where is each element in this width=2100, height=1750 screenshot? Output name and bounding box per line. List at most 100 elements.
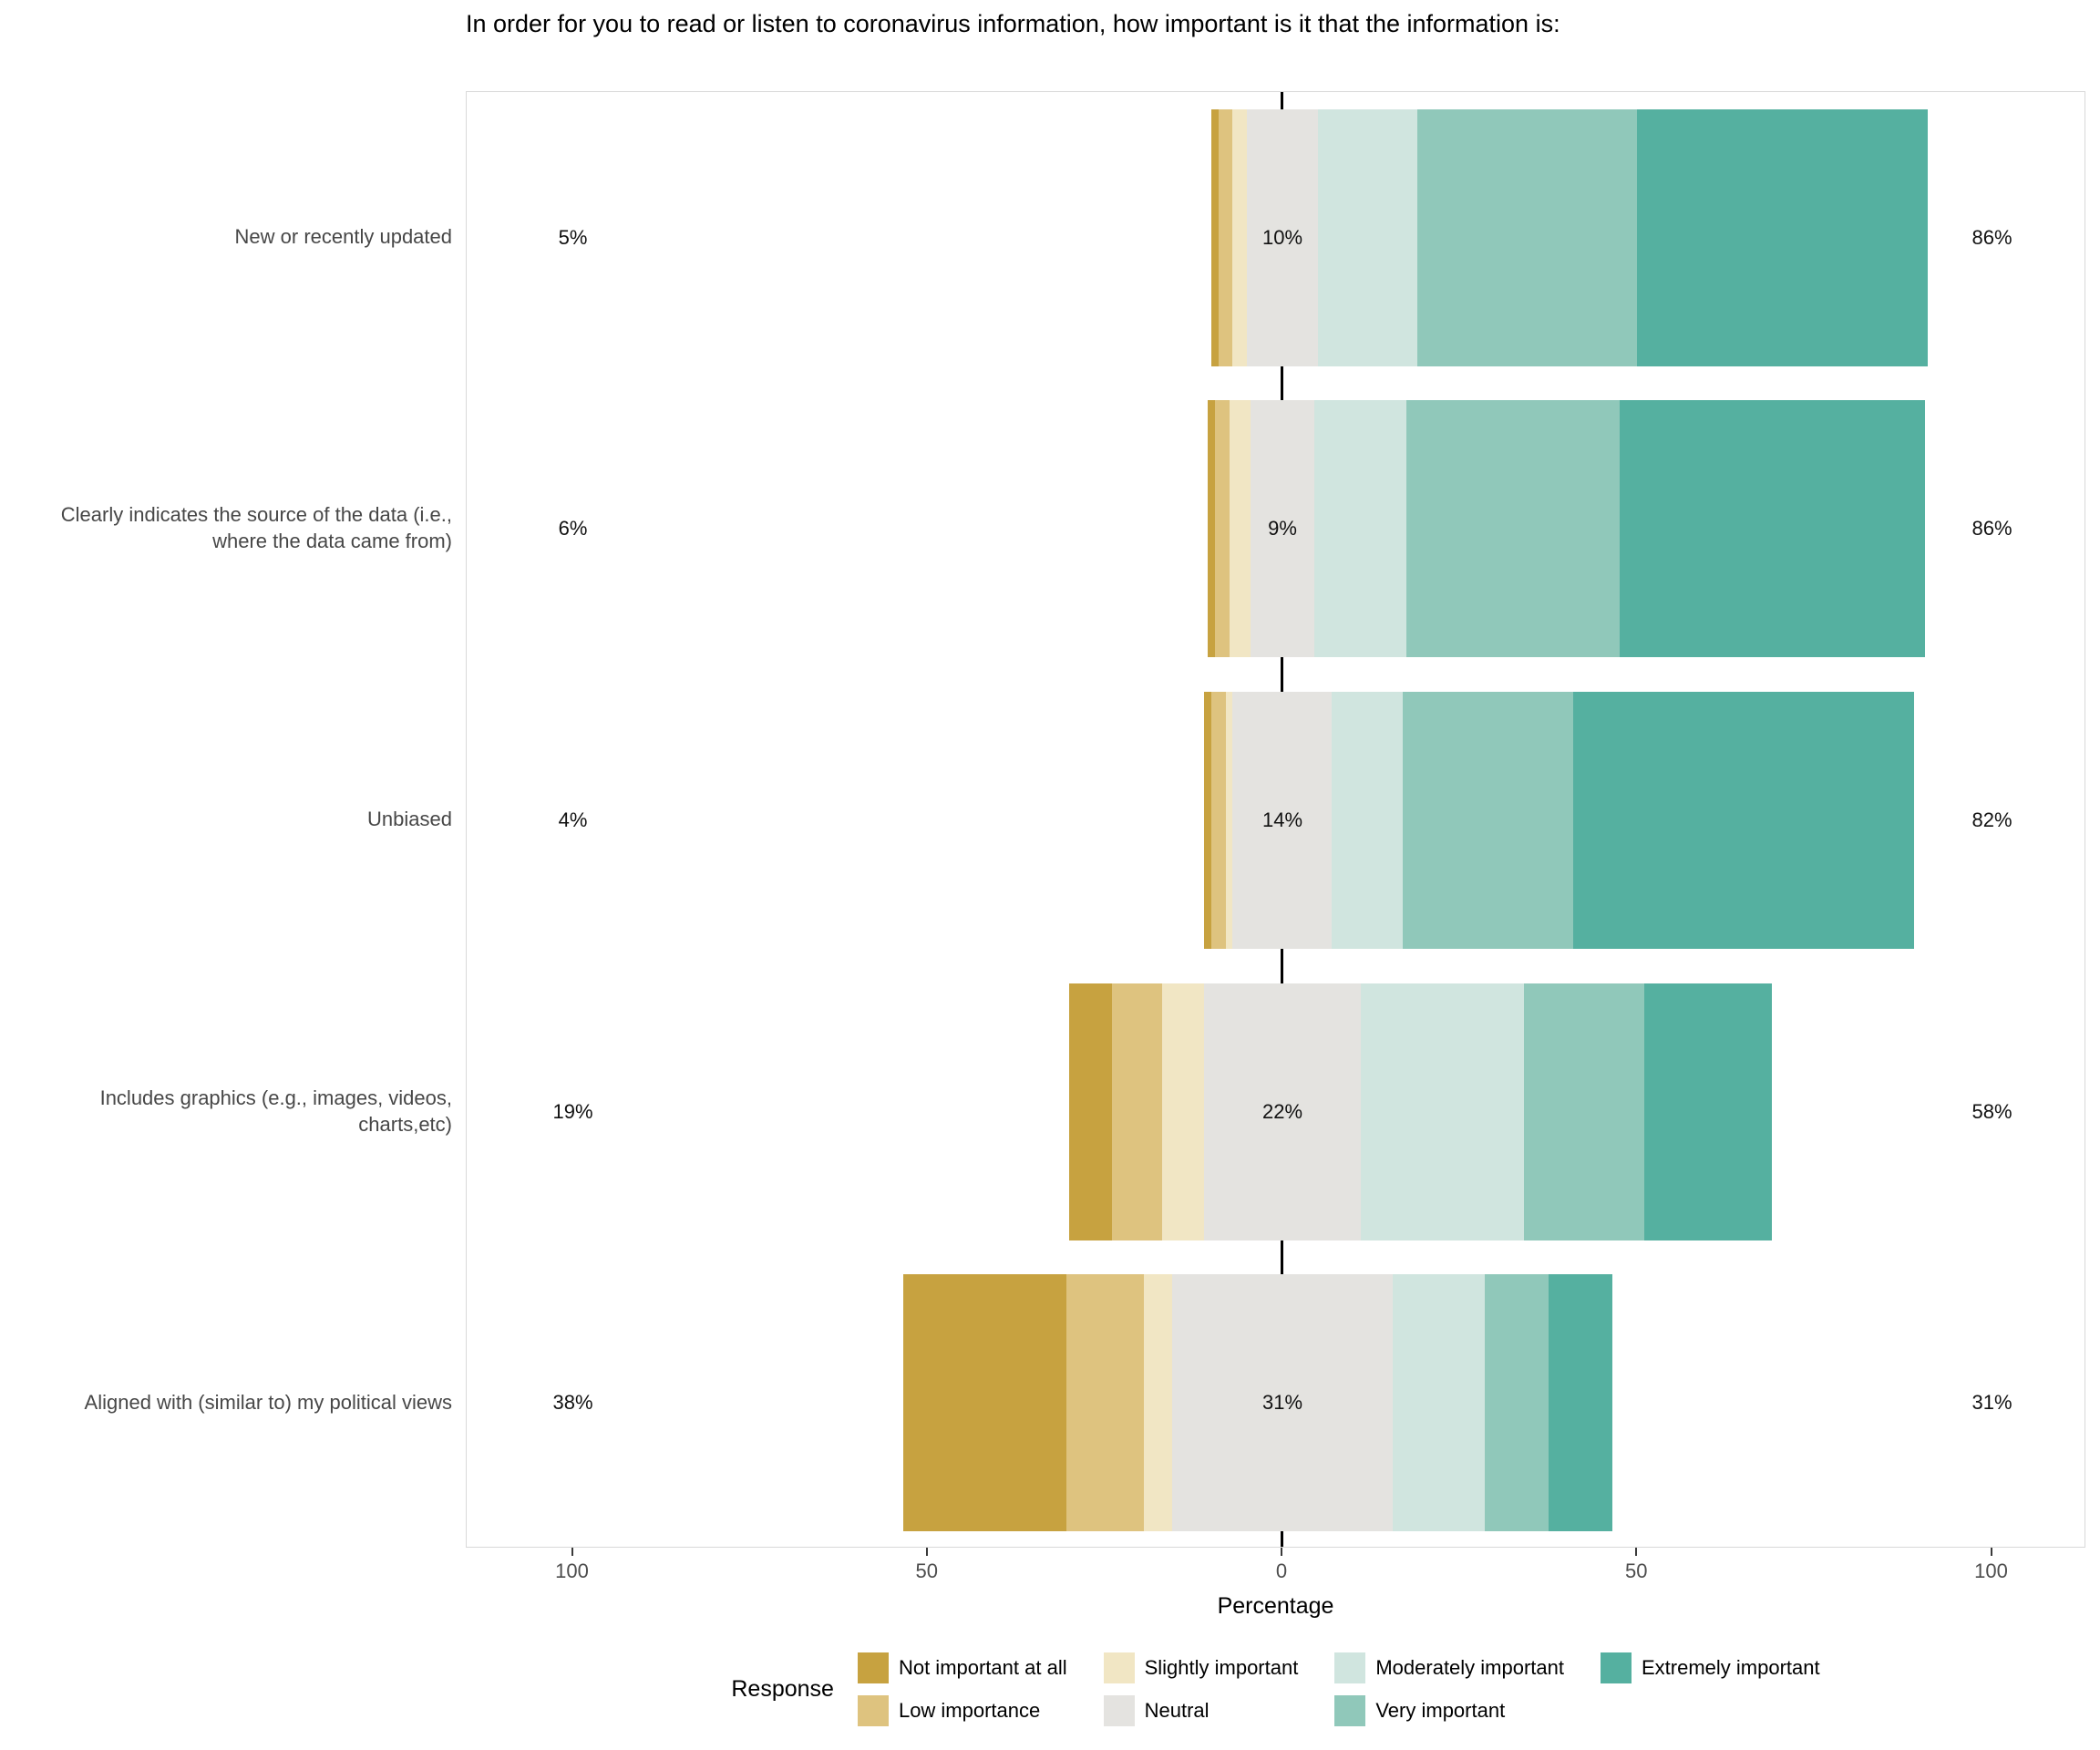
pct-low-label: 6% <box>558 517 588 540</box>
bar-row-4 <box>1069 983 1773 1240</box>
legend-item: Moderately important <box>1334 1652 1564 1683</box>
pct-high-label: 86% <box>1971 517 2012 540</box>
bar-row-1 <box>1211 108 1929 366</box>
x-tick-label: 0 <box>1275 1560 1288 1582</box>
legend-swatch-icon <box>857 1652 889 1683</box>
pct-low-label: 38% <box>552 1391 593 1415</box>
category-label: Aligned with (similar to) my political v… <box>84 1390 452 1414</box>
legend-items: Not important at all Low importance Slight… <box>857 1646 1820 1732</box>
bar-segment <box>902 1274 1066 1532</box>
x-axis: 100 50 0 50 100 <box>466 1548 2085 1593</box>
pct-high-label: 31% <box>1971 1391 2012 1415</box>
pct-high-label: 58% <box>1971 1099 2012 1123</box>
bar-segment <box>1211 692 1226 949</box>
plot-panel: 5% 10% 86% 6% 9% 86% 4% 14% 82% 19% 22% 58% 38% 31% 31… <box>466 91 2085 1548</box>
pct-neutral-label: 22% <box>1261 1099 1303 1123</box>
category-label: Includes graphics (e.g., images, videos,… <box>99 1086 452 1136</box>
legend-item-label: Very important <box>1375 1698 1506 1722</box>
bar-segment <box>1225 692 1233 949</box>
pct-neutral-label: 9% <box>1268 517 1297 540</box>
legend-item: Not important at all <box>857 1652 1067 1683</box>
bar-segment <box>1069 983 1113 1240</box>
bar-segment <box>1232 692 1333 949</box>
bar-segment <box>1172 1274 1393 1532</box>
legend-swatch-icon <box>1334 1694 1366 1726</box>
x-axis-title: Percentage <box>1217 1593 1334 1619</box>
bar-segment <box>1548 1274 1612 1532</box>
legend-item-label: Not important at all <box>898 1655 1067 1679</box>
bar-row-5 <box>902 1274 1613 1532</box>
bar-segment <box>1317 108 1417 366</box>
pct-neutral-label: 14% <box>1261 808 1303 831</box>
chart-title: In order for you to read or listen to co… <box>466 10 1560 37</box>
pct-neutral-label: 31% <box>1261 1391 1303 1415</box>
bars-layer: 5% 10% 86% 6% 9% 86% 4% 14% 82% 19% 22% 58% 38% 31% 31… <box>467 92 2085 1547</box>
legend-item: Low importance <box>857 1694 1067 1726</box>
bar-segment <box>1144 1274 1173 1532</box>
bar-segment <box>1112 983 1162 1240</box>
bar-segment <box>1065 1274 1145 1532</box>
bar-segment <box>1218 108 1233 366</box>
pct-high-label: 82% <box>1971 808 2012 831</box>
bar-segment <box>1484 1274 1549 1532</box>
bar-segment <box>1573 692 1914 949</box>
bar-segment <box>1161 983 1205 1240</box>
legend-title: Response <box>731 1675 834 1702</box>
bar-segment <box>1643 983 1773 1240</box>
bar-segment <box>1406 400 1620 658</box>
bar-segment <box>1232 108 1248 366</box>
legend-item: Neutral <box>1103 1694 1299 1726</box>
legend-swatch-icon <box>1334 1652 1366 1683</box>
bar-segment <box>1637 108 1929 366</box>
pct-low-label: 19% <box>552 1099 593 1123</box>
pct-low-label: 4% <box>558 808 588 831</box>
x-tick-mark <box>1635 1548 1638 1556</box>
category-labels: New or recently updated Clearly indicates… <box>0 91 452 1548</box>
bar-segment <box>1204 692 1212 949</box>
bar-segment <box>1332 692 1404 949</box>
bar-segment <box>1250 400 1314 658</box>
legend-item-label: Moderately important <box>1375 1655 1564 1679</box>
bar-segment <box>1314 400 1407 658</box>
x-tick-label: 100 <box>1974 1560 2008 1582</box>
legend-item: Slightly important <box>1103 1652 1299 1683</box>
legend-swatch-icon <box>1103 1694 1135 1726</box>
bar-segment <box>1360 983 1524 1240</box>
legend-item: Extremely important <box>1601 1652 1820 1683</box>
bar-row-2 <box>1208 400 1925 658</box>
bar-row-3 <box>1204 692 1914 949</box>
x-tick-mark <box>1990 1548 1992 1556</box>
legend-item-label: Low importance <box>898 1698 1041 1722</box>
legend-item: Very important <box>1334 1694 1564 1726</box>
category-label: Unbiased <box>367 808 452 831</box>
legend-swatch-icon <box>857 1694 889 1726</box>
bar-segment <box>1229 400 1251 658</box>
bar-segment <box>1204 983 1361 1240</box>
pct-high-label: 86% <box>1971 225 2012 249</box>
bar-segment <box>1392 1274 1485 1532</box>
legend-item-label: Extremely important <box>1642 1655 1820 1679</box>
bar-segment <box>1208 400 1216 658</box>
x-tick-label: 100 <box>555 1560 589 1582</box>
legend-swatch-icon <box>1601 1652 1632 1683</box>
x-tick-label: 50 <box>1625 1560 1648 1582</box>
legend: Response Not important at all Low importa… <box>466 1646 2085 1732</box>
pct-neutral-label: 10% <box>1261 225 1303 249</box>
category-label: Clearly indicates the source of the data… <box>60 503 452 553</box>
category-label: New or recently updated <box>234 225 452 249</box>
x-tick-mark <box>1281 1548 1282 1556</box>
bar-segment <box>1523 983 1644 1240</box>
legend-item-label: Slightly important <box>1144 1655 1299 1679</box>
pct-low-label: 5% <box>558 225 588 249</box>
bar-segment <box>1416 108 1638 366</box>
bar-segment <box>1247 108 1318 366</box>
bar-segment <box>1619 400 1925 658</box>
x-tick-label: 50 <box>915 1560 938 1582</box>
x-tick-mark <box>925 1548 928 1556</box>
x-tick-mark <box>571 1548 573 1556</box>
bar-segment <box>1403 692 1574 949</box>
bar-segment <box>1215 400 1230 658</box>
bar-segment <box>1211 108 1219 366</box>
legend-item-label: Neutral <box>1144 1698 1210 1722</box>
